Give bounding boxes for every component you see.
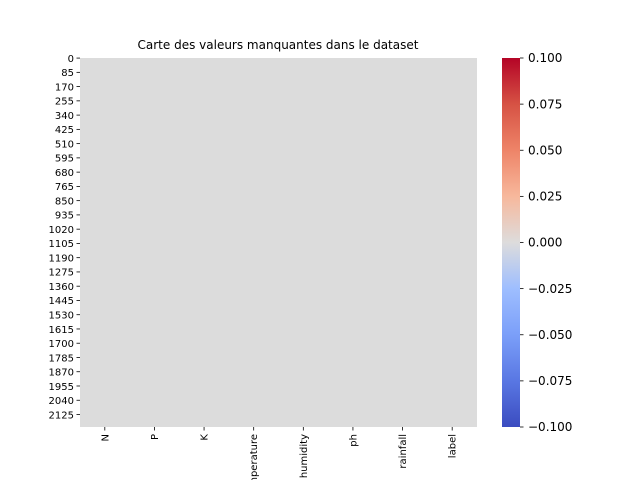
colorbar-tick-label: 0.100 — [528, 51, 562, 65]
y-tick-label: 2040 — [49, 396, 74, 407]
y-axis-ticks: 0 85 170 255 340 425 510 595 680 765 850 935 1020 110… — [49, 54, 80, 421]
y-tick-label: 1700 — [49, 339, 74, 350]
x-tick-label: ph — [348, 434, 359, 447]
y-tick-label: 850 — [55, 196, 74, 207]
y-tick-label: 1785 — [49, 353, 74, 364]
y-tick-label: 1360 — [49, 282, 74, 293]
x-tick-label: temperature — [249, 434, 260, 480]
colorbar-tick-label: 0.050 — [528, 143, 562, 157]
colorbar-tick-label: 0.025 — [528, 190, 562, 204]
y-tick-label: 1615 — [49, 325, 74, 336]
y-tick-label: 1955 — [49, 382, 74, 393]
x-tick-label: N — [100, 434, 111, 441]
y-tick-label: 1530 — [49, 311, 74, 322]
y-tick-label: 170 — [55, 82, 74, 93]
colorbar-tick-label: −0.075 — [528, 374, 572, 388]
colorbar-tick-label: 0.075 — [528, 97, 562, 111]
y-tick-label: 1870 — [49, 368, 74, 379]
x-tick-label: rainfall — [398, 434, 409, 469]
colorbar — [502, 58, 520, 427]
y-tick-label: 595 — [55, 154, 74, 165]
y-tick-label: 85 — [61, 68, 74, 79]
y-tick-label: 935 — [55, 211, 74, 222]
x-tick-label: humidity — [299, 434, 310, 478]
y-tick-label: 340 — [55, 111, 74, 122]
y-tick-label: 1190 — [49, 253, 74, 264]
y-tick-label: 1105 — [49, 239, 74, 250]
y-tick-label: 1445 — [49, 296, 74, 307]
colorbar-tick-label: 0.000 — [528, 236, 562, 250]
y-tick-label: 680 — [55, 168, 74, 179]
x-tick-label: P — [150, 434, 161, 440]
y-tick-label: 425 — [55, 125, 74, 136]
heatmap-cells — [80, 58, 477, 427]
y-tick-label: 255 — [55, 97, 74, 108]
chart-title: Carte des valeurs manquantes dans le dat… — [138, 38, 419, 52]
colorbar-ticks: 0.100 0.075 0.050 0.025 0.000 −0.025 −0.050 −0.… — [520, 51, 572, 434]
colorbar-tick-label: −0.050 — [528, 328, 572, 342]
x-tick-label: K — [200, 434, 211, 441]
x-tick-label: label — [448, 434, 459, 458]
y-tick-label: 1020 — [49, 225, 74, 236]
colorbar-tick-label: −0.100 — [528, 420, 572, 434]
colorbar-tick-label: −0.025 — [528, 282, 572, 296]
y-tick-label: 1275 — [49, 268, 74, 279]
y-tick-label: 510 — [55, 139, 74, 150]
y-tick-label: 0 — [68, 54, 74, 65]
y-tick-label: 765 — [55, 182, 74, 193]
y-tick-label: 2125 — [49, 410, 74, 421]
